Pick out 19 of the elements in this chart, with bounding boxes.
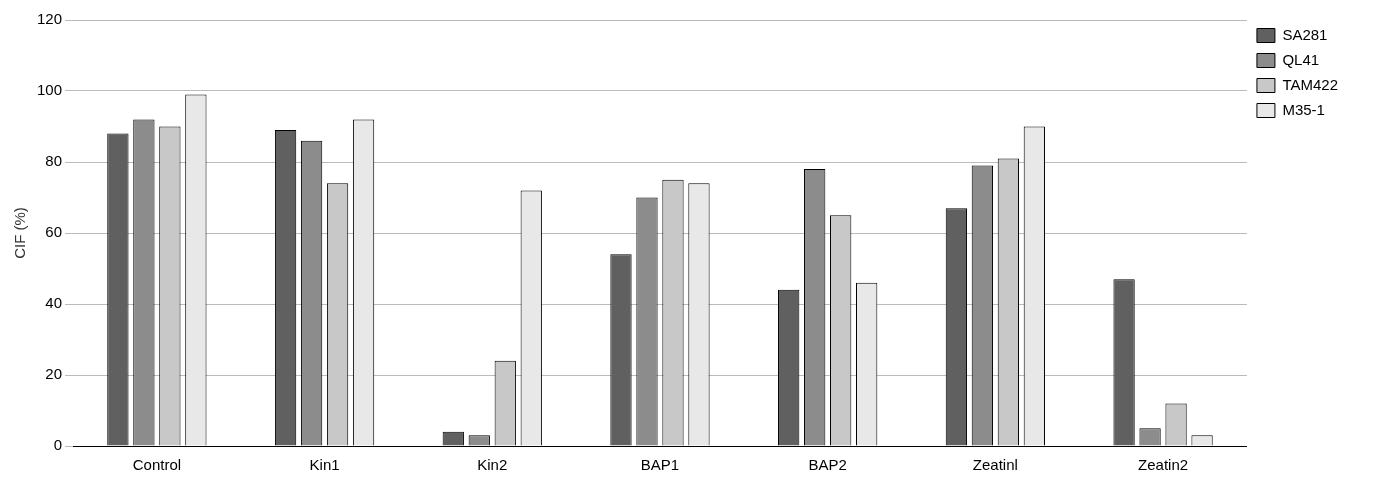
x-tick-label: BAP2 bbox=[808, 456, 847, 474]
y-tick-label: 40 bbox=[45, 294, 63, 312]
legend-label: QL41 bbox=[1282, 50, 1320, 68]
x-tick-label: Control bbox=[132, 456, 182, 474]
x-tick-label: Kin1 bbox=[309, 456, 340, 474]
x-tick-label: Zeatin2 bbox=[1138, 456, 1189, 474]
y-axis-title: CIF (%) bbox=[11, 207, 29, 259]
x-tick-label: Kin2 bbox=[477, 456, 508, 474]
y-tick-label: 0 bbox=[53, 436, 63, 454]
y-tick-label: 120 bbox=[37, 10, 63, 28]
x-tick-label: BAP1 bbox=[640, 456, 680, 474]
legend-label: SA281 bbox=[1282, 25, 1328, 43]
legend-label: M35-1 bbox=[1282, 100, 1325, 118]
x-tick-label: Zeatinl bbox=[972, 456, 1018, 474]
y-tick-label: 20 bbox=[45, 365, 63, 383]
legend-label: TAM422 bbox=[1282, 75, 1338, 93]
y-tick-label: 60 bbox=[45, 223, 63, 241]
y-tick-label: 100 bbox=[37, 81, 63, 99]
y-tick-label: 80 bbox=[45, 152, 63, 170]
